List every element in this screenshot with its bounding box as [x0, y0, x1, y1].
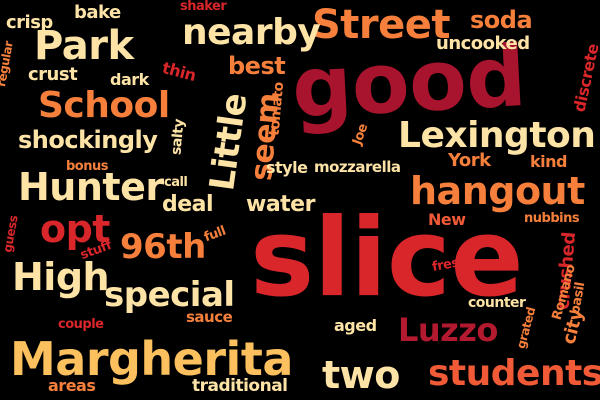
word-style: style — [266, 158, 308, 177]
word-kind: kind — [530, 152, 567, 171]
word-opt: opt — [40, 207, 110, 251]
word-two: two — [322, 353, 400, 397]
word-aged: aged — [334, 316, 377, 335]
word-couple: couple — [58, 317, 104, 332]
word-guess: guess — [0, 214, 21, 254]
word-water: water — [246, 192, 315, 217]
word-nubbins: nubbins — [524, 211, 580, 226]
word-counter: counter — [468, 295, 526, 311]
word-deal: deal — [162, 192, 214, 217]
word-school: School — [38, 85, 170, 126]
word-soda: soda — [470, 6, 533, 34]
word-regular: regular — [0, 40, 16, 88]
word-best: best — [228, 52, 286, 80]
word-york: York — [448, 150, 491, 171]
word-students: students — [428, 353, 600, 394]
word-areas: areas — [48, 376, 96, 395]
word-hangout: hangout — [410, 169, 585, 213]
word-traditional: traditional — [192, 376, 288, 396]
word-crust: crust — [28, 64, 78, 85]
word-96th: 96th — [120, 227, 206, 267]
word-margherita: Margherita — [10, 332, 293, 386]
word-thin: thin — [160, 57, 198, 86]
word-uncooked: uncooked — [436, 33, 530, 54]
word-new: New — [428, 210, 466, 229]
word-high: High — [12, 255, 110, 299]
word-slice: slice — [250, 196, 524, 321]
word-nearby: nearby — [182, 12, 321, 53]
word-shaker: shaker — [180, 0, 227, 14]
word-street: Street — [312, 2, 451, 48]
word-sauce: sauce — [186, 308, 233, 326]
word-special: special — [104, 275, 235, 315]
word-discrete: discrete — [569, 42, 600, 114]
word-call: call — [164, 175, 188, 190]
word-dark: dark — [110, 70, 149, 89]
word-lexington: Lexington — [398, 115, 596, 156]
word-crisp: crisp — [6, 12, 53, 33]
word-full: full — [202, 223, 228, 246]
word-park: Park — [34, 23, 134, 69]
word-salty: salty — [168, 118, 188, 156]
word-hunter: Hunter — [18, 165, 164, 209]
word-luzzo: Luzzo — [398, 311, 498, 349]
word-bonus: bonus — [66, 159, 108, 174]
word-shockingly: shockingly — [18, 126, 158, 154]
word-mozzarella: mozzarella — [314, 158, 401, 176]
word-bake: bake — [74, 2, 121, 23]
